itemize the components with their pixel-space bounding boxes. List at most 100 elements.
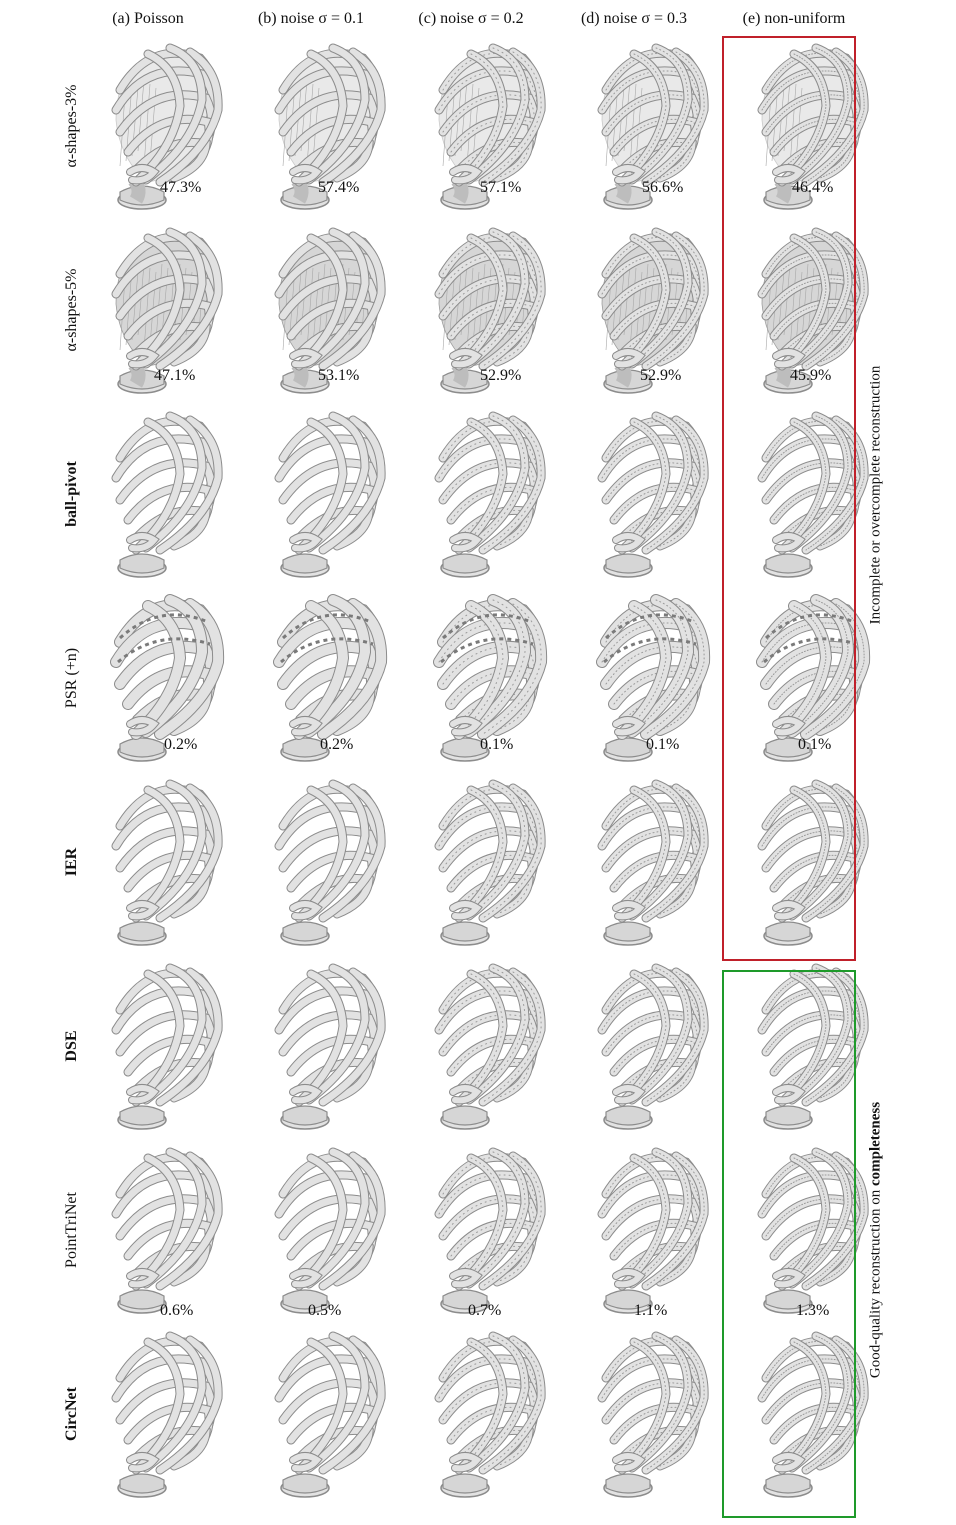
- reconstruction-cell: [413, 1328, 563, 1508]
- completeness-value: 0.5%: [308, 1302, 342, 1319]
- reconstruction-cell: [253, 408, 403, 588]
- wire-vase-mesh-icon: [756, 594, 871, 762]
- reconstruction-cell: [736, 592, 886, 772]
- wire-vase-mesh-icon: [597, 779, 709, 946]
- wire-vase-mesh-icon: [433, 594, 548, 762]
- wire-vase-mesh-icon: [274, 43, 386, 210]
- reconstruction-cell: [413, 1144, 563, 1324]
- reconstruction-cell: [90, 40, 240, 220]
- reconstruction-cell: [90, 592, 240, 772]
- reconstruction-cell: [576, 776, 726, 956]
- wire-vase-mesh-icon: [757, 779, 869, 946]
- column-header: (b) noise σ = 0.1: [257, 10, 365, 27]
- reconstruction-cell: [253, 1328, 403, 1508]
- reconstruction-cell: [90, 776, 240, 956]
- wire-vase-mesh-icon: [596, 594, 711, 762]
- wire-vase-mesh-icon: [597, 963, 709, 1130]
- row-label-text: IER: [63, 847, 80, 877]
- reconstruction-cell: [576, 960, 726, 1140]
- wire-vase-mesh-icon: [274, 1147, 386, 1314]
- column-header: (d) noise σ = 0.3: [580, 10, 688, 27]
- wire-vase-mesh-icon: [434, 43, 546, 210]
- wire-vase-mesh-icon: [274, 963, 386, 1130]
- reconstruction-cell: [90, 1144, 240, 1324]
- reconstruction-cell: [736, 1144, 886, 1324]
- completeness-value: 0.1%: [798, 736, 832, 753]
- completeness-value: 1.1%: [634, 1302, 668, 1319]
- wire-vase-mesh-icon: [757, 1147, 869, 1314]
- completeness-value: 0.2%: [164, 736, 198, 753]
- reconstruction-cell: [253, 1144, 403, 1324]
- completeness-value: 53.1%: [318, 367, 360, 384]
- reconstruction-cell: [413, 960, 563, 1140]
- wire-vase-mesh-icon: [757, 963, 869, 1130]
- column-header: (c) noise σ = 0.2: [418, 10, 524, 27]
- wire-vase-mesh-icon: [757, 411, 869, 578]
- completeness-value: 0.7%: [468, 1302, 502, 1319]
- reconstruction-cell: [253, 960, 403, 1140]
- wire-vase-mesh-icon: [274, 779, 386, 946]
- completeness-value: 46.4%: [792, 179, 834, 196]
- reconstruction-cell: [253, 776, 403, 956]
- reconstruction-cell: [736, 776, 886, 956]
- reconstruction-cell: [253, 224, 403, 404]
- wire-vase-mesh-icon: [597, 1331, 709, 1498]
- wire-vase-mesh-icon: [434, 963, 546, 1130]
- completeness-value: 1.3%: [796, 1302, 830, 1319]
- wire-vase-mesh-icon: [111, 227, 223, 394]
- row-label-text: DSE: [63, 1030, 80, 1062]
- row-label-text: α-shapes-3%: [63, 84, 80, 168]
- reconstruction-cell: [253, 592, 403, 772]
- reconstruction-cell: [90, 224, 240, 404]
- wire-vase-mesh-icon: [111, 963, 223, 1130]
- wire-vase-mesh-icon: [757, 1331, 869, 1498]
- reconstruction-cell: [736, 408, 886, 588]
- wire-vase-mesh-icon: [273, 594, 388, 762]
- completeness-value: 57.4%: [318, 179, 360, 196]
- wire-vase-mesh-icon: [434, 1147, 546, 1314]
- reconstruction-cell: [576, 1328, 726, 1508]
- completeness-value: 45.9%: [790, 367, 832, 384]
- wire-vase-mesh-icon: [757, 227, 869, 394]
- completeness-value: 0.2%: [320, 736, 354, 753]
- reconstruction-cell: [413, 408, 563, 588]
- wire-vase-mesh-icon: [111, 411, 223, 578]
- wire-vase-mesh-icon: [111, 1331, 223, 1498]
- completeness-value: 57.1%: [480, 179, 522, 196]
- completeness-value: 56.6%: [642, 179, 684, 196]
- reconstruction-cell: [90, 960, 240, 1140]
- wire-vase-mesh-icon: [597, 1147, 709, 1314]
- completeness-value: 0.1%: [646, 736, 680, 753]
- reconstruction-cell: [576, 1144, 726, 1324]
- row-label-text: α-shapes-5%: [63, 268, 80, 352]
- completeness-value: 0.1%: [480, 736, 514, 753]
- reconstruction-cell: [736, 40, 886, 220]
- reconstruction-cell: [253, 40, 403, 220]
- good-side-label-bold: completeness: [867, 1101, 884, 1187]
- reconstruction-cell: [576, 40, 726, 220]
- good-side-label-prefix: Good-quality reconstruction on: [867, 1186, 884, 1379]
- row-label-text: PSR (+n): [63, 647, 80, 709]
- wire-vase-mesh-icon: [434, 227, 546, 394]
- wire-vase-mesh-icon: [111, 43, 223, 210]
- row-label-text: CircNet: [63, 1387, 80, 1441]
- wire-vase-mesh-icon: [274, 411, 386, 578]
- wire-vase-mesh-icon: [274, 1331, 386, 1498]
- column-header: (e) non-uniform: [742, 10, 846, 27]
- wire-vase-mesh-icon: [434, 411, 546, 578]
- wire-vase-mesh-icon: [597, 43, 709, 210]
- reconstruction-cell: [736, 960, 886, 1140]
- wire-vase-mesh-icon: [274, 227, 386, 394]
- completeness-value: 47.3%: [160, 179, 202, 196]
- completeness-value: 47.1%: [154, 367, 196, 384]
- reconstruction-cell: [736, 1328, 886, 1508]
- wire-vase-mesh-icon: [597, 411, 709, 578]
- reconstruction-cell: [413, 592, 563, 772]
- wire-vase-mesh-icon: [434, 1331, 546, 1498]
- reconstruction-cell: [90, 1328, 240, 1508]
- reconstruction-cell: [413, 224, 563, 404]
- completeness-value: 0.6%: [160, 1302, 194, 1319]
- reconstruction-cell: [576, 408, 726, 588]
- wire-vase-mesh-icon: [434, 779, 546, 946]
- reconstruction-cell: [413, 40, 563, 220]
